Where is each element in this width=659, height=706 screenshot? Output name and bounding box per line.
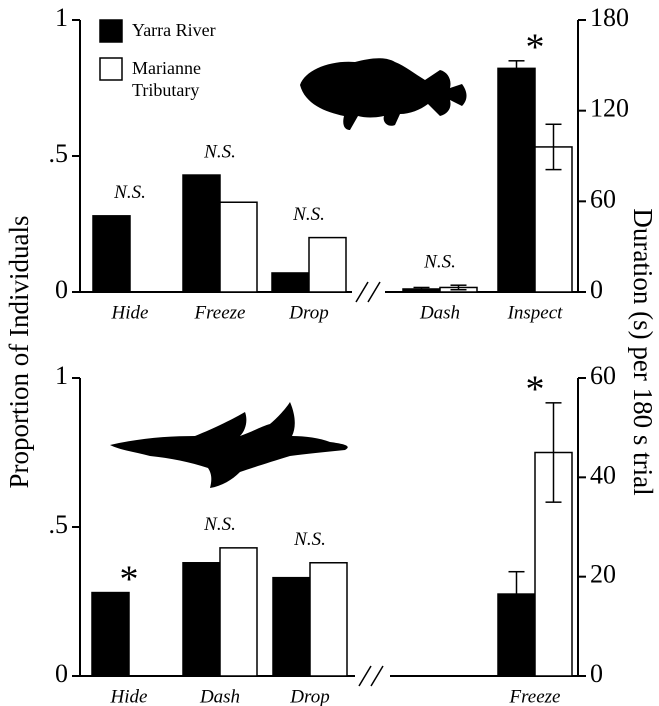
x-tick-label: Hide xyxy=(111,302,149,323)
bar xyxy=(183,175,220,292)
y2-tick-label: 60 xyxy=(590,184,616,213)
axis-break xyxy=(356,282,368,302)
bird-silhouette xyxy=(110,402,348,488)
axis-break xyxy=(368,282,380,302)
chart: Proportion of Individuals Duration (s) p… xyxy=(0,0,659,706)
significance-label: N.S. xyxy=(203,141,236,162)
x-tick-label: Drop xyxy=(289,686,329,706)
bar xyxy=(309,238,346,292)
legend-label: Yarra River xyxy=(132,19,242,41)
axis-break xyxy=(359,666,371,686)
y-tick-label: .5 xyxy=(49,139,69,168)
significance-label: N.S. xyxy=(203,514,236,535)
y2-tick-label: 0 xyxy=(590,659,603,688)
bar xyxy=(220,548,257,676)
significance-label: N.S. xyxy=(292,204,325,225)
bar xyxy=(220,202,257,292)
legend-item: Marianne Tributary xyxy=(132,57,242,107)
significance-label: N.S. xyxy=(423,252,456,273)
x-tick-label: Dash xyxy=(199,686,240,706)
y2-tick-label: 120 xyxy=(590,94,629,123)
y-tick-label: 0 xyxy=(55,659,68,688)
significance-label: N.S. xyxy=(113,182,146,203)
bar xyxy=(498,68,535,292)
bar xyxy=(92,593,129,676)
x-tick-label: Drop xyxy=(288,302,328,323)
legend-swatch xyxy=(100,58,122,80)
y-tick-label: .5 xyxy=(49,510,69,539)
bar xyxy=(93,216,130,292)
y2-axis-title: Duration (s) per 180 s trial xyxy=(628,208,658,495)
x-tick-label: Hide xyxy=(110,686,148,706)
significance-label: * xyxy=(120,558,139,600)
y2-tick-label: 0 xyxy=(590,275,603,304)
significance-label: * xyxy=(526,27,545,69)
x-tick-label: Dash xyxy=(419,302,460,323)
y-tick-label: 0 xyxy=(55,275,68,304)
significance-label: * xyxy=(526,369,545,411)
legend-swatch xyxy=(100,20,122,42)
fish-silhouette xyxy=(300,58,467,130)
x-tick-label: Inspect xyxy=(507,302,564,323)
y-tick-label: 1 xyxy=(55,3,68,32)
x-tick-label: Freeze xyxy=(194,302,246,323)
y2-tick-label: 40 xyxy=(590,460,616,489)
legend-label: Marianne Tributary xyxy=(132,57,242,101)
y-axis-title: Proportion of Individuals xyxy=(4,216,34,489)
y2-tick-label: 180 xyxy=(590,3,629,32)
y-tick-label: 1 xyxy=(55,361,68,390)
significance-label: N.S. xyxy=(293,529,326,550)
y2-tick-label: 20 xyxy=(590,560,616,589)
bar xyxy=(273,578,310,676)
axis-break xyxy=(371,666,383,686)
y2-tick-label: 60 xyxy=(590,361,616,390)
bar xyxy=(183,563,220,676)
x-tick-label: Freeze xyxy=(509,686,561,706)
bar xyxy=(272,273,309,292)
bar xyxy=(310,563,347,676)
